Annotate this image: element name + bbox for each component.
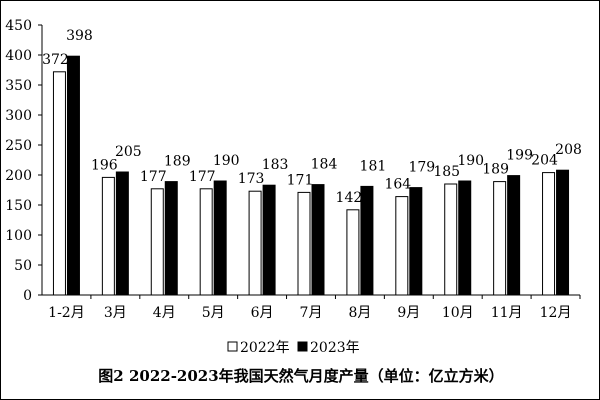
bar-2022 (444, 183, 458, 296)
legend-swatch-2022 (227, 341, 238, 352)
bar-2023 (507, 175, 521, 296)
y-tick-label: 300 (5, 108, 32, 124)
bar-2022 (248, 190, 262, 296)
x-tick-label: 7月 (300, 305, 323, 321)
bar-2022 (346, 209, 360, 296)
y-tick-label: 450 (5, 18, 32, 34)
bar-2023 (409, 187, 423, 296)
y-tick-label: 200 (5, 168, 32, 184)
data-label-2022: 189 (482, 162, 509, 178)
data-label-2023: 208 (555, 142, 582, 158)
legend-label-2022: 2022年 (240, 340, 290, 356)
bar-2023 (262, 184, 276, 296)
data-label-2023: 181 (360, 158, 387, 174)
x-tick-label: 12月 (540, 305, 572, 321)
data-label-2023: 190 (457, 153, 484, 169)
bar-2022 (493, 181, 507, 296)
x-tick-label: 8月 (348, 305, 371, 321)
bar-2022 (101, 176, 115, 296)
bar-2022 (395, 196, 409, 296)
y-tick-label: 400 (5, 48, 32, 64)
x-tick-label: 1-2月 (48, 305, 85, 321)
data-label-2023: 190 (213, 153, 240, 169)
bar-2022 (199, 188, 213, 296)
x-tick-label: 11月 (491, 305, 523, 321)
bar-2023 (213, 180, 227, 296)
data-label-2022: 196 (91, 157, 118, 173)
x-tick-label: 5月 (202, 305, 225, 321)
bar-2023 (360, 185, 374, 296)
y-tick-label: 350 (5, 78, 32, 94)
data-label-2022: 177 (189, 169, 216, 185)
y-tick-label: 150 (5, 198, 32, 214)
bar-2022 (52, 71, 66, 296)
data-label-2022: 142 (336, 190, 363, 206)
data-label-2022: 173 (238, 171, 265, 187)
bar-2023 (458, 180, 472, 296)
x-tick-label: 10月 (442, 305, 474, 321)
legend-swatch-2023 (297, 341, 308, 352)
data-label-2023: 199 (506, 148, 533, 164)
x-tick-label: 9月 (397, 305, 420, 321)
bar-2022 (542, 172, 556, 296)
bar-2023 (115, 171, 129, 296)
data-label-2023: 183 (262, 157, 289, 173)
bar-2022 (150, 188, 164, 296)
data-label-2022: 185 (433, 164, 460, 180)
y-tick-label: 100 (5, 228, 32, 244)
data-label-2023: 179 (408, 160, 435, 176)
data-label-2022: 171 (287, 172, 314, 188)
data-label-2022: 164 (384, 177, 411, 193)
bar-2023 (311, 184, 325, 296)
data-label-2023: 398 (66, 28, 93, 44)
data-label-2022: 177 (140, 169, 167, 185)
bar-2023 (66, 55, 80, 296)
data-label-2022: 204 (531, 153, 558, 169)
x-tick-label: 6月 (251, 305, 274, 321)
bar-2022 (297, 191, 311, 296)
y-tick-label: 0 (23, 288, 32, 304)
data-label-2023: 189 (164, 154, 191, 170)
bar-2023 (164, 181, 178, 296)
data-label-2023: 205 (115, 144, 142, 160)
x-tick-label: 3月 (104, 305, 127, 321)
y-tick-label: 50 (14, 258, 32, 274)
legend-label-2023: 2023年 (310, 340, 360, 356)
bar-2023 (556, 169, 570, 296)
x-tick-label: 4月 (153, 305, 176, 321)
data-label-2023: 184 (311, 157, 338, 173)
data-label-2022: 372 (42, 52, 69, 68)
chart-caption: 图2 2022-2023年我国天然气月度产量（单位：亿立方米） (98, 367, 504, 385)
y-tick-label: 250 (5, 138, 32, 154)
